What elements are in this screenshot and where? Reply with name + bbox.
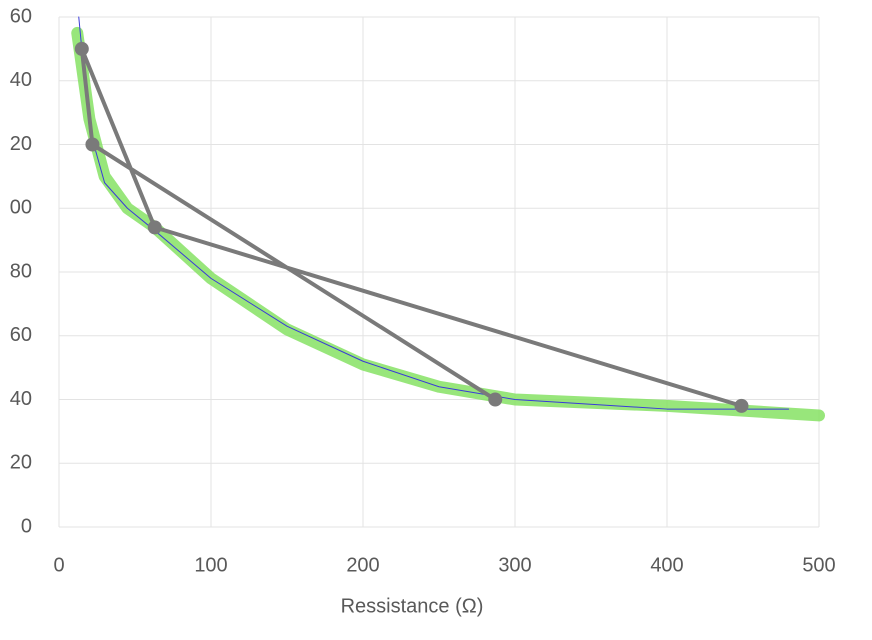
x-tick-label: 200 [346,554,379,576]
y-tick-label: 40 [10,388,32,410]
x-axis-label: Ressistance (Ω) [341,595,484,617]
point [85,137,100,152]
point [488,392,503,407]
y-tick-label: 80 [10,260,32,282]
x-tick-label: 300 [498,554,531,576]
y-tick-label: 00 [10,197,32,219]
series-line [78,16,790,410]
y-tick-label: 40 [10,69,32,91]
x-tick-label: 400 [650,554,683,576]
y-tick-label: 20 [10,133,32,155]
point [147,220,162,235]
y-tick-label: 60 [10,324,32,346]
y-tick-label: 60 [10,5,32,27]
x-tick-label: 500 [802,554,835,576]
y-tick-label: 0 [21,515,32,537]
y-tick-label: 20 [10,452,32,474]
x-tick-label: 0 [53,554,64,576]
series-line [79,46,744,408]
series-line [71,26,825,422]
x-tick-label: 100 [194,554,227,576]
point [734,398,749,413]
point [74,41,89,56]
